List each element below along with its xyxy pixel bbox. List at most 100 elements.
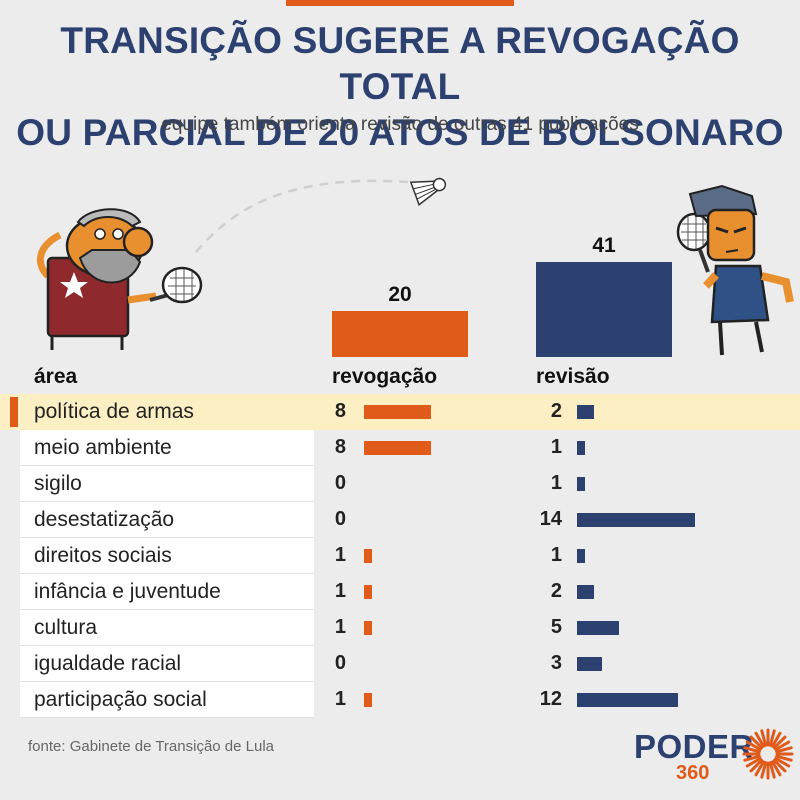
chart-subtitle: equipe também orienta revisão de outras … [161,114,639,135]
total-revogacao-bar [332,310,468,357]
table-row: igualdade racial 0 3 [0,646,800,682]
area-label: desestatização [34,508,175,531]
sunburst-ray [768,761,776,779]
shuttlecock-trajectory [195,179,409,253]
sunburst-ray [749,758,764,773]
top-accent-bar [286,0,514,6]
revogacao-bar [364,549,373,563]
area-cell: política de armas [20,394,314,429]
revogacao-value: 0 [334,508,346,530]
area-label: participação social [34,688,207,711]
title-line-2: OU PARCIAL DE 20 ATOS DE BOLSONARO [16,112,784,153]
total-revisao-label: 41 [592,234,616,257]
poder360-logo: PODER 360 [634,728,794,788]
sunburst-ray [772,735,787,750]
revisao-value: 1 [550,544,562,566]
sunburst-ray [772,758,787,773]
revisao-value: 1 [550,436,562,458]
table-row: desestatização 0 14 [0,502,800,538]
area-cell: cultura [20,610,314,646]
sunburst-ray [775,754,793,762]
revogacao-value: 8 [334,400,346,422]
revogacao-value: 1 [334,616,346,638]
sunburst-ray [754,760,765,777]
left-player-icon [36,208,203,350]
sunburst-ray [743,754,761,762]
highlight-marker [10,397,18,427]
revisao-bar [577,693,678,707]
sunburst-ray [771,731,782,748]
sunburst-ray [743,746,761,754]
revisao-bar [577,405,594,419]
revogacao-value: 0 [334,652,346,674]
right-player-icon [676,184,794,356]
revogacao-value: 0 [334,472,346,494]
revisao-value: 3 [550,652,562,674]
area-label: política de armas [34,400,194,423]
revogacao-bar [364,693,373,707]
revisao-value: 2 [550,400,562,422]
revisao-bar [577,585,594,599]
revogacao-bar [364,405,432,419]
area-cell: sigilo [20,466,314,502]
revogacao-bar [364,585,373,599]
area-cell: desestatização [20,502,314,538]
table-row: sigilo 0 1 [0,466,800,502]
sunburst-ray [760,729,768,747]
shuttlecock-icon [409,177,447,206]
area-cell: igualdade racial [20,646,314,682]
area-label: infância e juventude [34,580,221,603]
area-label: sigilo [34,472,82,495]
sunburst-ray [775,746,793,754]
area-cell: participação social [20,682,314,718]
area-label: direitos sociais [34,544,172,567]
data-table: política de armas 8 2 meio ambiente 8 1 sigilo… [0,394,800,718]
header-revisao: revisão [536,365,610,388]
logo-word: PODER [634,728,754,765]
sunburst-ray [768,729,776,747]
revisao-value: 5 [550,616,562,638]
table-row: política de armas 8 2 [0,394,800,430]
title-line-1: TRANSIÇÃO SUGERE A REVOGAÇÃO TOTAL [60,20,740,107]
sunburst-ray [774,757,791,768]
revisao-value: 1 [550,472,562,494]
revisao-bar [577,549,586,563]
table-row: meio ambiente 8 1 [0,430,800,466]
revogacao-value: 1 [334,580,346,602]
header-area: área [34,365,78,388]
sunburst-icon [742,728,794,780]
area-cell: direitos sociais [20,538,314,574]
area-label: meio ambiente [34,436,172,459]
sunburst-ray [771,760,782,777]
table-row: infância e juventude 1 2 [0,574,800,610]
area-label: cultura [34,616,98,639]
revisao-value: 12 [539,688,562,710]
table-row: cultura 1 5 [0,610,800,646]
revisao-value: 2 [550,580,562,602]
revogacao-value: 8 [334,436,346,458]
revogacao-value: 1 [334,688,346,710]
source-note: fonte: Gabinete de Transição de Lula [28,738,275,755]
sunburst-ray [745,740,762,751]
sunburst-ray [745,757,762,768]
sunburst-ray [774,740,791,751]
table-row: participação social 1 12 [0,682,800,718]
chart-title: TRANSIÇÃO SUGERE A REVOGAÇÃO TOTAL OU PA… [0,18,800,156]
sunburst-ray [754,731,765,748]
area-label: igualdade racial [34,652,182,675]
area-cell: infância e juventude [20,574,314,610]
total-revogacao-label: 20 [388,282,412,306]
revisao-bar [577,477,586,491]
sunburst-ray [749,735,764,750]
revogacao-bar [364,621,373,635]
sunburst-ray [760,761,768,779]
revogacao-value: 1 [334,544,346,566]
header-revogacao: revogação [332,365,438,388]
table-row: direitos sociais 1 1 [0,538,800,574]
revisao-value: 14 [539,508,562,530]
revisao-bar [577,657,603,671]
area-cell: meio ambiente [20,430,314,466]
revisao-bar [577,621,619,635]
revogacao-bar [364,441,432,455]
